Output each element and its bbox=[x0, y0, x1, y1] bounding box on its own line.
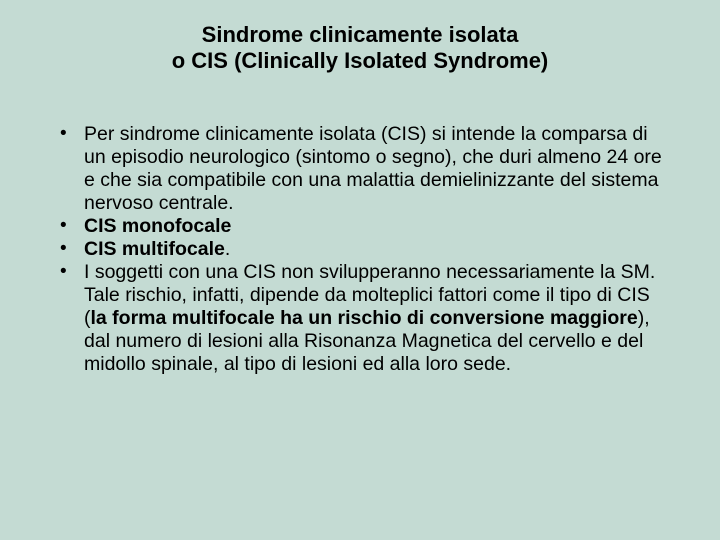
list-item: I soggetti con una CIS non svilupperanno… bbox=[50, 261, 670, 376]
text-run: . bbox=[225, 238, 230, 260]
text-run-bold: la forma multifocale ha un rischio di co… bbox=[91, 307, 638, 329]
title-line-2: o CIS (Clinically Isolated Syndrome) bbox=[50, 48, 670, 74]
list-item: Per sindrome clinicamente isolata (CIS) … bbox=[50, 123, 670, 215]
list-item: CIS multifocale. bbox=[50, 238, 670, 261]
list-item: CIS monofocale bbox=[50, 215, 670, 238]
bullet-list: Per sindrome clinicamente isolata (CIS) … bbox=[50, 123, 670, 376]
slide: Sindrome clinicamente isolata o CIS (Cli… bbox=[0, 0, 720, 540]
title-line-1: Sindrome clinicamente isolata bbox=[50, 22, 670, 48]
text-run-bold: CIS multifocale bbox=[84, 238, 225, 260]
text-run-bold: CIS monofocale bbox=[84, 215, 231, 237]
slide-title: Sindrome clinicamente isolata o CIS (Cli… bbox=[50, 22, 670, 75]
text-run: Per sindrome clinicamente isolata (CIS) … bbox=[84, 123, 662, 214]
